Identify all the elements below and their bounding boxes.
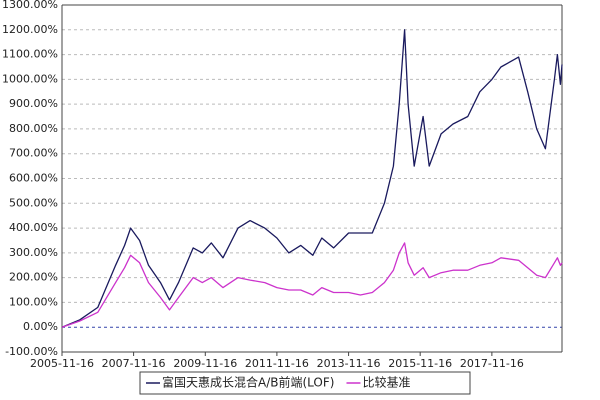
- y-tick-label: 300.00%: [9, 246, 58, 259]
- y-tick-label: 700.00%: [9, 147, 58, 160]
- y-tick-label: 500.00%: [9, 196, 58, 209]
- x-tick-label: 2015-11-16: [388, 357, 452, 370]
- x-tick-label: 2005-11-16: [30, 357, 94, 370]
- x-tick-label: 2017-11-16: [460, 357, 524, 370]
- y-tick-label: 1200.00%: [2, 23, 58, 36]
- x-tick-label: 2009-11-16: [173, 357, 237, 370]
- legend-label: 比较基准: [362, 375, 410, 390]
- y-tick-label: 100.00%: [9, 295, 58, 308]
- series-line: [61, 29, 563, 328]
- x-tick-label: 2013-11-16: [317, 357, 381, 370]
- y-tick-label: 1000.00%: [2, 72, 58, 85]
- y-tick-label: 900.00%: [9, 97, 58, 110]
- x-tick-label: 2011-11-16: [245, 357, 309, 370]
- y-tick-label: 1100.00%: [2, 48, 58, 61]
- y-tick-label: 200.00%: [9, 271, 58, 284]
- series-line: [61, 242, 563, 328]
- y-tick-label: 0.00%: [23, 320, 58, 333]
- y-tick-label: 1300.00%: [2, 0, 58, 11]
- x-tick-label: 2007-11-16: [102, 357, 166, 370]
- legend-label: 富国天惠成长混合A/B前端(LOF): [162, 375, 334, 390]
- y-tick-label: -100.00%: [5, 345, 58, 358]
- y-tick-label: 800.00%: [9, 122, 58, 135]
- y-tick-label: 400.00%: [9, 221, 58, 234]
- legend-box: [139, 371, 471, 395]
- y-tick-label: 600.00%: [9, 172, 58, 185]
